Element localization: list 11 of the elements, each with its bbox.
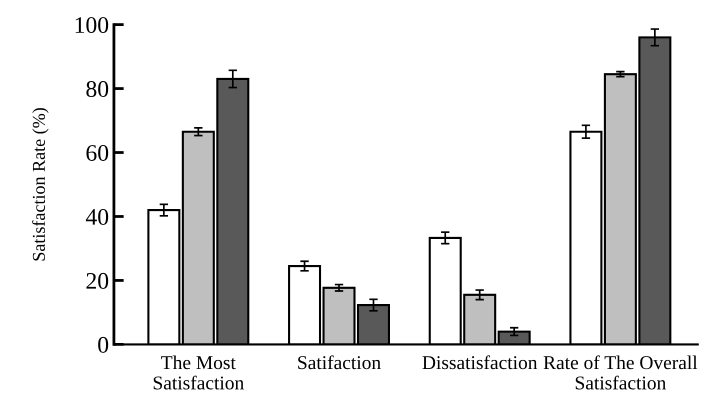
- y-tick-label: 100: [76, 17, 108, 34]
- x-tick-label: The Most Satisfaction: [154, 356, 244, 390]
- x-tick-label: Rate of The Overall Satisfaction: [544, 355, 698, 390]
- x-tick-label: Dissatisfaction: [422, 355, 538, 370]
- y-tick-label: 80: [86, 81, 108, 97]
- x-tick-label: Satifaction: [298, 355, 381, 370]
- y-tick-label: 0: [98, 336, 108, 353]
- y-axis-title: Satisfaction Rate (%): [32, 108, 49, 261]
- y-tick-label: 40: [86, 208, 108, 225]
- y-tick-label: 20: [86, 272, 108, 289]
- y-tick-label: 60: [86, 145, 108, 161]
